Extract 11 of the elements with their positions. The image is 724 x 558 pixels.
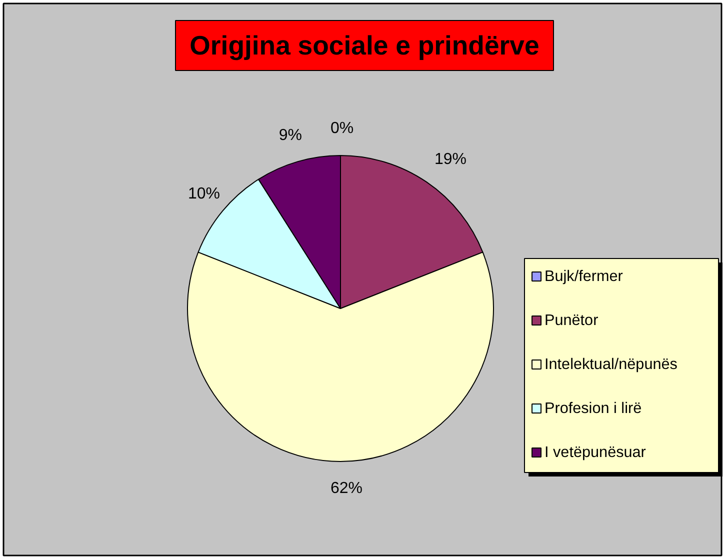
legend-label: Punëtor	[544, 312, 598, 329]
legend-label: Bujk/fermer	[544, 268, 623, 285]
text: 0%	[330, 120, 354, 137]
legend-label: Intelektual/nëpunës	[544, 356, 678, 373]
chart-title: Origjina sociale e prindërve	[190, 30, 540, 60]
data-label: 19%	[434, 151, 467, 168]
data-label: 10%	[188, 185, 220, 202]
legend-label: I vetëpunësuar	[544, 444, 646, 461]
legend-label: Profesion i lirë	[544, 400, 642, 417]
data-label: 9%	[278, 127, 302, 144]
data-label: 62%	[330, 480, 363, 497]
